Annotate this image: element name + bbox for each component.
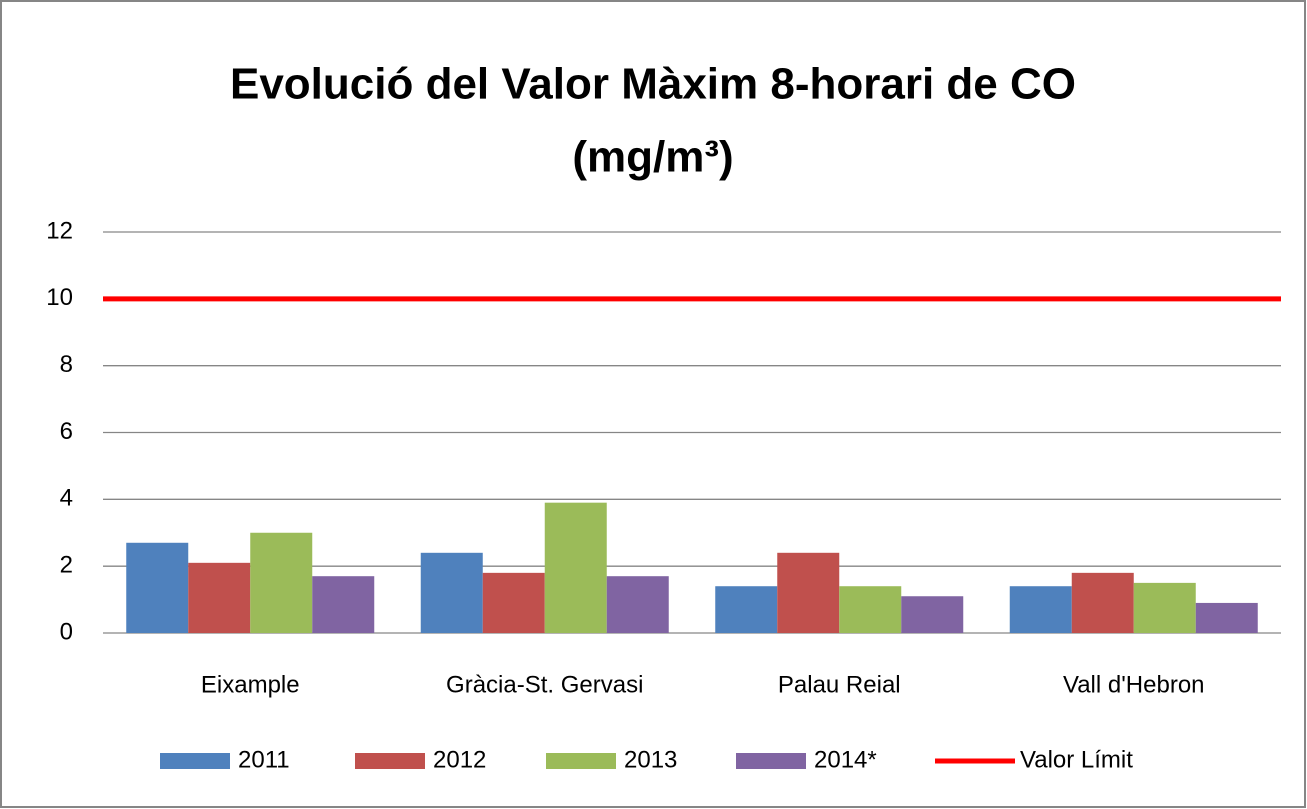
y-tick-label: 12 bbox=[46, 217, 73, 244]
y-tick-label: 0 bbox=[60, 618, 73, 645]
legend-label: 2011 bbox=[238, 746, 290, 773]
bar bbox=[715, 586, 778, 633]
bar bbox=[420, 552, 483, 633]
x-tick-label: Vall d'Hebron bbox=[1063, 671, 1205, 698]
x-tick-label: Gràcia-St. Gervasi bbox=[446, 671, 643, 698]
legend-swatch bbox=[160, 753, 230, 769]
y-tick-label: 8 bbox=[60, 351, 73, 378]
chart-title: (mg/m³) bbox=[572, 133, 733, 182]
legend-label: 2014* bbox=[814, 746, 877, 773]
bar bbox=[1133, 582, 1196, 633]
bar bbox=[1195, 602, 1258, 633]
legend-swatch bbox=[736, 753, 806, 769]
bar bbox=[606, 576, 669, 633]
bar bbox=[312, 576, 375, 633]
bar bbox=[250, 532, 313, 633]
bar bbox=[126, 542, 189, 633]
bar bbox=[188, 562, 251, 633]
y-tick-label: 2 bbox=[60, 552, 73, 579]
legend-swatch bbox=[355, 753, 425, 769]
chart-title: Evolució del Valor Màxim 8-horari de CO bbox=[230, 60, 1076, 109]
legend-label: 2012 bbox=[433, 746, 486, 773]
legend-label: Valor Límit bbox=[1020, 746, 1133, 773]
x-tick-label: Palau Reial bbox=[778, 671, 901, 698]
y-tick-label: 4 bbox=[60, 485, 73, 512]
legend-label: 2013 bbox=[624, 746, 677, 773]
bar bbox=[839, 586, 902, 633]
y-tick-label: 10 bbox=[46, 284, 73, 311]
bar bbox=[1009, 586, 1072, 633]
bar bbox=[544, 502, 607, 633]
bar bbox=[777, 552, 840, 633]
bar bbox=[482, 572, 545, 633]
legend-swatch bbox=[546, 753, 616, 769]
x-tick-label: Eixample bbox=[201, 671, 300, 698]
bar bbox=[1071, 572, 1134, 633]
bar bbox=[901, 596, 964, 633]
y-tick-label: 6 bbox=[60, 418, 73, 445]
